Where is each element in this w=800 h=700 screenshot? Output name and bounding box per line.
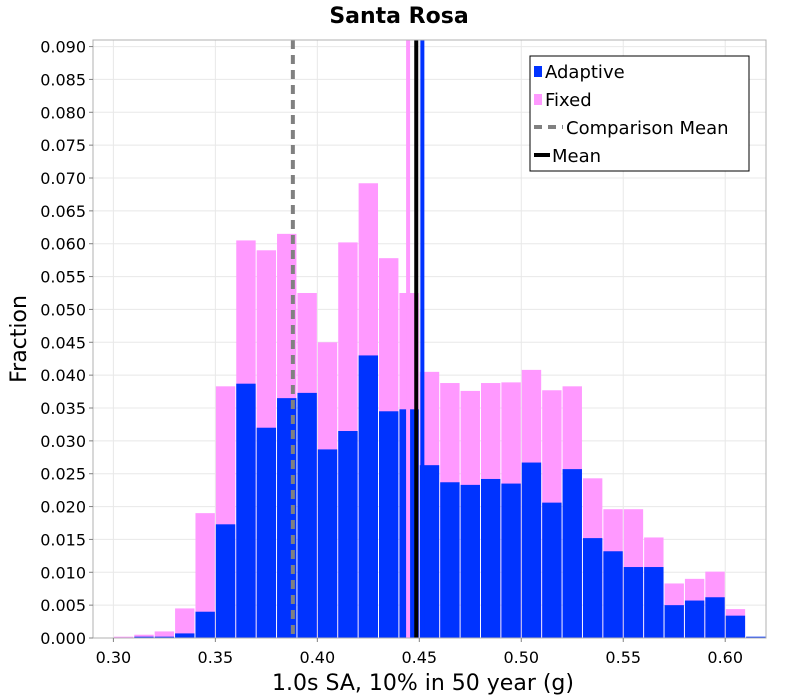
plot-frame — [92, 39, 767, 639]
y-tick-label: 0.025 — [40, 465, 86, 484]
x-tick-label: 0.40 — [300, 648, 336, 667]
bar-adaptive — [195, 611, 215, 638]
y-axis: 0.000 0.005 0.010 0.015 0.020 0.025 0.030 0.035… — [40, 38, 93, 648]
chart-title: Santa Rosa — [329, 4, 468, 29]
bar-adaptive — [236, 383, 256, 638]
bar-fixed — [195, 513, 215, 638]
y-tick-label: 0.005 — [40, 596, 86, 615]
bar-adaptive — [644, 567, 664, 638]
bar-adaptive — [358, 355, 379, 638]
bar-adaptive — [725, 615, 746, 638]
bar-adaptive — [379, 411, 399, 638]
bar-adaptive — [134, 636, 154, 638]
legend-fixed-swatch — [534, 94, 542, 105]
legend-comparison-mean-label: Comparison Mean — [566, 118, 729, 139]
legend: Adaptive Fixed Comparison Mean Mean — [529, 55, 750, 172]
x-tick-label: 0.60 — [707, 648, 743, 667]
legend-adaptive-label: Adaptive — [545, 62, 625, 83]
y-tick-label: 0.015 — [40, 530, 86, 549]
y-tick-label: 0.030 — [40, 432, 86, 451]
y-tick-label: 0.085 — [40, 70, 86, 89]
x-tick-label: 0.35 — [198, 648, 234, 667]
mean-lines — [290, 40, 425, 638]
bar-adaptive — [501, 483, 521, 638]
y-tick-label: 0.050 — [40, 300, 86, 319]
bar-adaptive — [521, 462, 542, 638]
x-tick-label: 0.50 — [503, 648, 539, 667]
y-tick-label: 0.080 — [40, 103, 86, 122]
bar-adaptive — [256, 427, 277, 638]
bar-adaptive — [440, 482, 460, 638]
y-tick-label: 0.065 — [40, 202, 86, 221]
bar-adaptive — [705, 597, 725, 638]
bar-fixed — [113, 636, 134, 638]
bar-adaptive — [154, 636, 175, 638]
y-tick-label: 0.010 — [40, 563, 86, 582]
bar-adaptive — [623, 567, 644, 638]
bar-adaptive — [746, 636, 766, 638]
x-tick-label: 0.45 — [401, 648, 437, 667]
bar-adaptive — [664, 605, 684, 638]
bar-adaptive — [215, 524, 236, 638]
y-tick-label: 0.020 — [40, 498, 86, 517]
adaptive-series — [134, 355, 766, 638]
grid — [93, 40, 766, 639]
bar-fixed — [134, 634, 154, 638]
bar-adaptive — [338, 431, 358, 638]
x-tick-label: 0.30 — [96, 648, 132, 667]
legend-mean-label: Mean — [552, 146, 601, 167]
bar-fixed — [175, 608, 195, 638]
bar-adaptive — [297, 392, 317, 638]
bar-fixed — [154, 631, 175, 638]
x-axis: 0.30 0.35 0.40 0.45 0.50 0.55 0.60 — [96, 638, 743, 667]
bar-adaptive — [480, 478, 501, 638]
bar-adaptive — [582, 538, 603, 638]
y-tick-label: 0.075 — [40, 136, 86, 155]
bar-adaptive — [460, 484, 480, 638]
legend-box — [529, 55, 750, 172]
y-tick-label: 0.045 — [40, 333, 86, 352]
bar-adaptive — [684, 600, 705, 638]
x-tick-label: 0.55 — [605, 648, 641, 667]
bar-adaptive — [175, 633, 195, 638]
y-tick-label: 0.040 — [40, 366, 86, 385]
bar-adaptive — [317, 449, 338, 638]
legend-adaptive-swatch — [534, 66, 542, 77]
y-tick-label: 0.055 — [40, 268, 86, 287]
bar-adaptive — [419, 465, 440, 638]
legend-fixed-label: Fixed — [545, 90, 592, 111]
bar-adaptive — [562, 469, 582, 638]
y-tick-label: 0.070 — [40, 169, 86, 188]
bar-adaptive — [603, 551, 623, 638]
bar-adaptive — [277, 398, 297, 638]
y-tick-label: 0.035 — [40, 399, 86, 418]
x-axis-label: 1.0s SA, 10% in 50 year (g) — [272, 671, 574, 696]
y-tick-label: 0.000 — [40, 629, 86, 648]
y-tick-label: 0.060 — [40, 235, 86, 254]
y-tick-label: 0.090 — [40, 38, 86, 57]
y-axis-label: Fraction — [7, 295, 32, 383]
bar-adaptive — [542, 502, 562, 638]
